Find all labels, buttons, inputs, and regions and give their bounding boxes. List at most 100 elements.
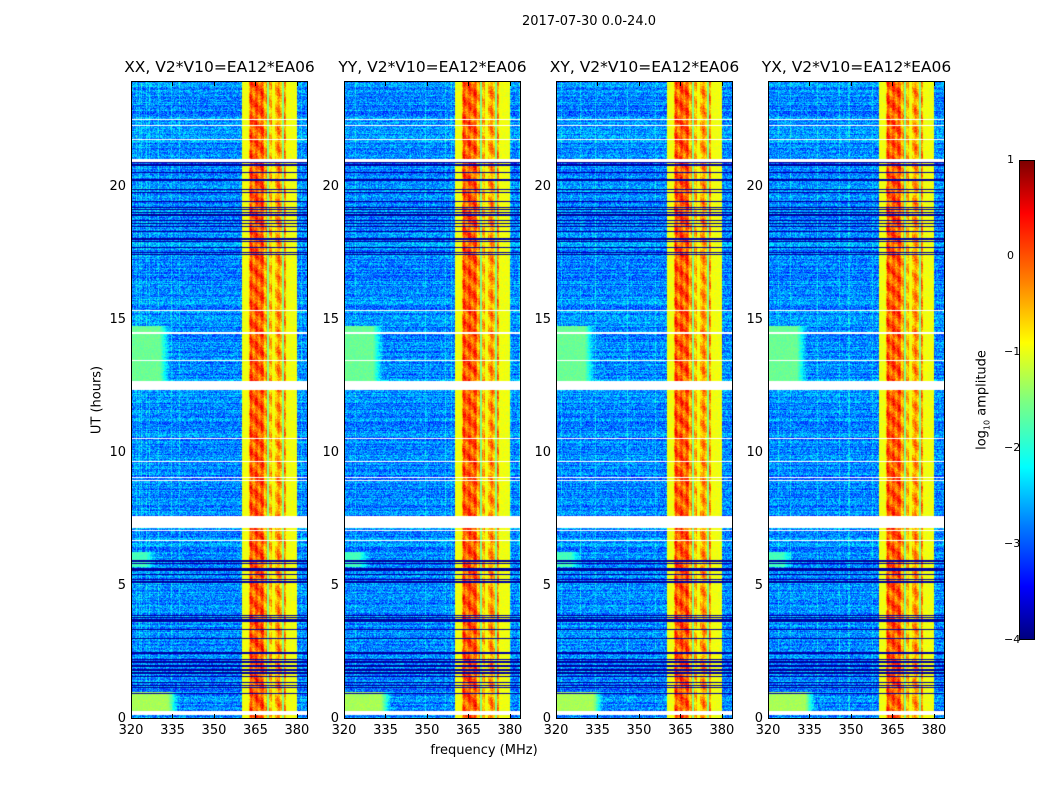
colorbar-tick-label: −2 — [1004, 441, 1021, 454]
x-tick-mark — [556, 714, 557, 718]
x-tick-mark — [892, 714, 894, 718]
x-tick-mark — [255, 82, 257, 86]
x-tick-mark — [809, 82, 811, 86]
x-tick-label: 350 — [414, 723, 440, 738]
y-tick-label: 5 — [754, 578, 763, 594]
y-tick-label: 10 — [109, 445, 126, 461]
y-tick-label: 15 — [322, 312, 339, 328]
colorbar-tick-label: 1 — [1007, 153, 1014, 166]
x-tick-label: 335 — [797, 723, 822, 738]
x-tick-mark — [638, 714, 640, 718]
spectrogram-panel-3 — [556, 81, 733, 719]
x-tick-mark — [597, 82, 599, 86]
x-tick-label: 335 — [585, 723, 610, 738]
x-tick-label: 365 — [668, 723, 693, 738]
colorbar-label: log10 amplitude — [975, 350, 992, 450]
x-tick-label: 350 — [838, 723, 864, 738]
x-tick-mark — [509, 714, 511, 718]
x-tick-label: 380 — [497, 723, 523, 738]
spectrogram-panel-4 — [768, 81, 945, 719]
x-tick-label: 365 — [243, 723, 268, 738]
y-tick-label: 0 — [117, 711, 126, 726]
x-tick-mark — [638, 82, 640, 86]
x-tick-mark — [721, 82, 723, 86]
x-tick-label: 320 — [543, 723, 569, 738]
x-tick-mark — [213, 714, 215, 718]
x-tick-label: 380 — [921, 723, 947, 738]
y-tick-label: 5 — [330, 578, 339, 594]
x-tick-mark — [172, 714, 174, 718]
x-tick-mark — [296, 82, 298, 86]
panel-title: XY, V2*V10=EA12*EA06 — [549, 58, 740, 76]
x-tick-label: 320 — [755, 723, 781, 738]
x-tick-mark — [850, 82, 852, 86]
y-tick-label: 0 — [754, 711, 763, 726]
colorbar — [1019, 160, 1035, 640]
y-tick-label: 15 — [534, 312, 551, 328]
y-tick-label: 10 — [746, 445, 763, 461]
y-tick-label: 0 — [542, 711, 551, 726]
colorbar-label-suffix: amplitude — [974, 350, 990, 420]
x-tick-mark — [597, 714, 599, 718]
y-tick-label: 5 — [117, 578, 126, 594]
x-axis-label: frequency (MHz) — [430, 743, 538, 758]
x-tick-mark — [131, 714, 132, 718]
spectrogram-panel-2 — [344, 81, 521, 719]
y-tick-label: 20 — [109, 179, 126, 195]
x-tick-label: 335 — [373, 723, 398, 738]
x-tick-mark — [768, 714, 769, 718]
y-axis-label: UT (hours) — [89, 365, 105, 435]
y-tick-label: 15 — [109, 312, 126, 328]
x-tick-mark — [172, 82, 174, 86]
figure-title: 2017-07-30 0.0-24.0 — [522, 14, 656, 29]
y-tick-label: 20 — [322, 179, 339, 195]
x-tick-label: 320 — [331, 723, 357, 738]
y-tick-label: 20 — [534, 179, 551, 195]
colorbar-tick-label: 0 — [1007, 249, 1014, 262]
x-tick-mark — [850, 714, 852, 718]
x-tick-mark — [892, 82, 894, 86]
x-tick-mark — [556, 82, 557, 86]
x-tick-mark — [385, 714, 387, 718]
x-tick-mark — [721, 714, 723, 718]
x-tick-label: 335 — [160, 723, 185, 738]
x-tick-mark — [255, 714, 257, 718]
x-tick-mark — [680, 714, 682, 718]
spectrogram-heatmap — [132, 82, 307, 718]
x-tick-label: 380 — [284, 723, 310, 738]
y-tick-label: 10 — [322, 445, 339, 461]
spectrogram-heatmap — [557, 82, 732, 718]
y-tick-label: 5 — [542, 578, 551, 594]
panel-title: YY, V2*V10=EA12*EA06 — [338, 58, 527, 76]
y-tick-label: 20 — [746, 179, 763, 195]
x-tick-mark — [809, 714, 811, 718]
x-tick-mark — [509, 82, 511, 86]
x-tick-label: 350 — [201, 723, 227, 738]
x-tick-mark — [680, 82, 682, 86]
x-tick-label: 365 — [880, 723, 905, 738]
spectrogram-heatmap — [769, 82, 944, 718]
colorbar-tick-label: −1 — [1004, 345, 1021, 358]
panel-title: XX, V2*V10=EA12*EA06 — [124, 58, 315, 76]
colorbar-tick-label: −3 — [1004, 537, 1021, 550]
x-tick-mark — [426, 714, 428, 718]
x-tick-mark — [344, 82, 345, 86]
x-tick-mark — [933, 714, 935, 718]
x-tick-label: 320 — [118, 723, 144, 738]
x-tick-mark — [468, 714, 470, 718]
x-tick-mark — [385, 82, 387, 86]
colorbar-label-log: log — [974, 430, 990, 450]
spectrogram-panel-1 — [131, 81, 308, 719]
x-tick-mark — [933, 82, 935, 86]
spectrogram-heatmap — [345, 82, 520, 718]
x-tick-mark — [296, 714, 298, 718]
colorbar-label-sub: 10 — [982, 419, 992, 431]
y-tick-label: 0 — [330, 711, 339, 726]
y-tick-label: 15 — [746, 312, 763, 328]
x-tick-label: 380 — [709, 723, 735, 738]
x-tick-mark — [131, 82, 132, 86]
x-tick-mark — [344, 714, 345, 718]
x-tick-mark — [213, 82, 215, 86]
panel-title: YX, V2*V10=EA12*EA06 — [761, 58, 952, 76]
x-tick-label: 365 — [456, 723, 481, 738]
